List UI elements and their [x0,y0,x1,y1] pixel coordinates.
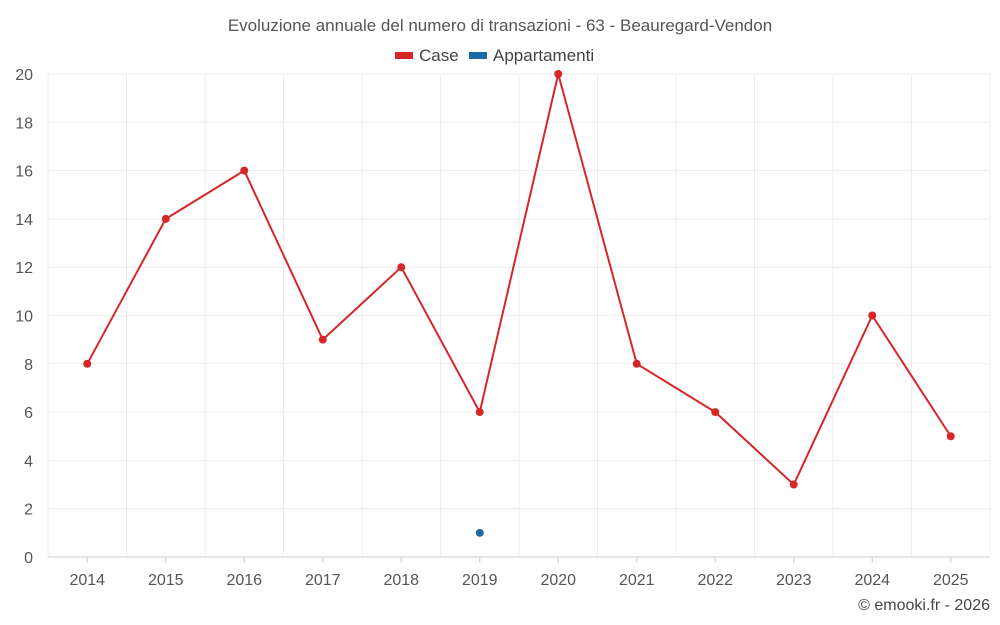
chart-title: Evoluzione annuale del numero di transaz… [228,16,772,35]
series-group [83,70,955,537]
x-tick-label: 2014 [69,572,105,589]
y-tick-label: 4 [24,453,33,470]
data-point-case[interactable] [318,335,327,344]
y-tick-label: 2 [24,502,33,519]
data-point-case[interactable] [161,214,170,223]
x-tick-label: 2015 [148,572,184,589]
credit-text: © emooki.fr - 2026 [858,597,990,614]
x-tick-label: 2025 [933,572,969,589]
gridlines [47,73,991,558]
x-tick-label: 2020 [540,572,576,589]
legend-swatch-appartamenti [469,52,487,59]
legend[interactable]: Case Appartamenti [395,46,594,65]
data-point-appartamenti[interactable] [475,528,484,537]
y-tick-label: 14 [15,212,33,229]
y-tick-label: 20 [15,67,33,84]
data-point-case[interactable] [475,408,484,417]
y-axis-ticks: 0 2 4 6 8 10 12 14 16 18 20 [15,67,33,567]
data-point-case[interactable] [397,263,406,272]
data-point-case[interactable] [789,480,798,489]
data-point-case[interactable] [946,432,955,441]
series-line-case [86,73,952,486]
y-tick-label: 6 [24,405,33,422]
legend-label-appartamenti[interactable]: Appartamenti [493,46,594,65]
y-tick-label: 12 [15,260,33,277]
legend-label-case[interactable]: Case [419,46,459,65]
x-tick-label: 2016 [226,572,262,589]
data-point-case[interactable] [554,70,563,78]
data-point-case[interactable] [632,359,641,368]
data-point-case[interactable] [240,166,249,175]
x-tick-label: 2021 [619,572,655,589]
y-tick-label: 18 [15,115,33,132]
data-point-case[interactable] [711,408,720,417]
x-tick-label: 2019 [462,572,498,589]
x-tick-label: 2018 [383,572,419,589]
data-point-case[interactable] [868,311,877,320]
y-tick-label: 10 [15,309,33,326]
x-tick-label: 2024 [854,572,890,589]
data-point-case[interactable] [83,359,92,368]
y-tick-label: 0 [24,550,33,567]
x-tick-label: 2017 [305,572,341,589]
legend-swatch-case [395,52,413,59]
x-tick-label: 2022 [697,572,733,589]
x-axis-ticks: 2014 2015 2016 2017 2018 2019 2020 2021 2022 2023… [69,557,969,589]
x-tick-label: 2023 [776,572,812,589]
y-tick-label: 16 [15,164,33,181]
y-tick-label: 8 [24,357,33,374]
